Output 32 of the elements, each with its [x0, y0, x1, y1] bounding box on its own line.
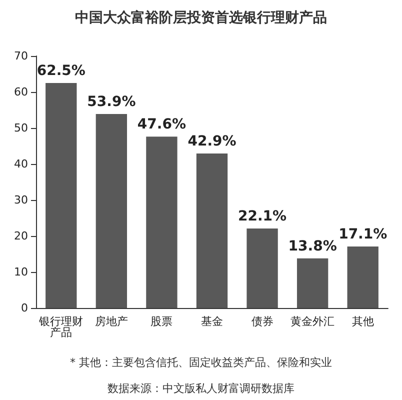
data-label: 17.1% — [338, 226, 388, 242]
bar — [196, 154, 228, 308]
y-tick-label: 20 — [14, 230, 28, 242]
source-note: 数据来源：中文版私人财富调研数据库 — [108, 382, 294, 395]
x-tick-label: 黄金外汇 — [290, 315, 335, 328]
data-label: 47.6% — [137, 116, 186, 133]
x-tick-label: 其他 — [352, 315, 374, 328]
bar — [347, 246, 378, 308]
x-tick-label: 银行理财产品 — [38, 315, 84, 339]
y-tick-label: 30 — [14, 194, 28, 206]
x-tick-label: 基金 — [201, 315, 223, 328]
data-label: 62.5% — [36, 63, 86, 79]
text: * 其他：主要包含信托、固定收益类产品、保险和实业 — [70, 356, 332, 369]
y-tick-label: 50 — [14, 122, 28, 134]
x-tick-label: 债券 — [251, 315, 274, 328]
y-tick-label: 0 — [21, 302, 28, 314]
bar — [96, 114, 128, 308]
bar — [146, 136, 178, 308]
data-label: 42.9% — [188, 134, 236, 150]
chart-title: 中国大众富裕阶层投资首选银行理财产品 — [75, 9, 327, 26]
bar — [246, 228, 278, 308]
y-tick-label: 60 — [14, 86, 28, 98]
bar — [46, 83, 77, 308]
y-tick-label: 70 — [14, 50, 28, 62]
y-tick-label: 10 — [14, 266, 28, 278]
x-tick-label: 股票 — [150, 315, 173, 328]
data-label: 13.8% — [288, 238, 337, 254]
bar — [296, 258, 328, 308]
data-label: 22.1% — [238, 208, 287, 224]
data-label: 53.9% — [87, 94, 136, 110]
x-tick-label: 房地产 — [94, 315, 128, 328]
y-tick-label: 40 — [14, 158, 28, 170]
